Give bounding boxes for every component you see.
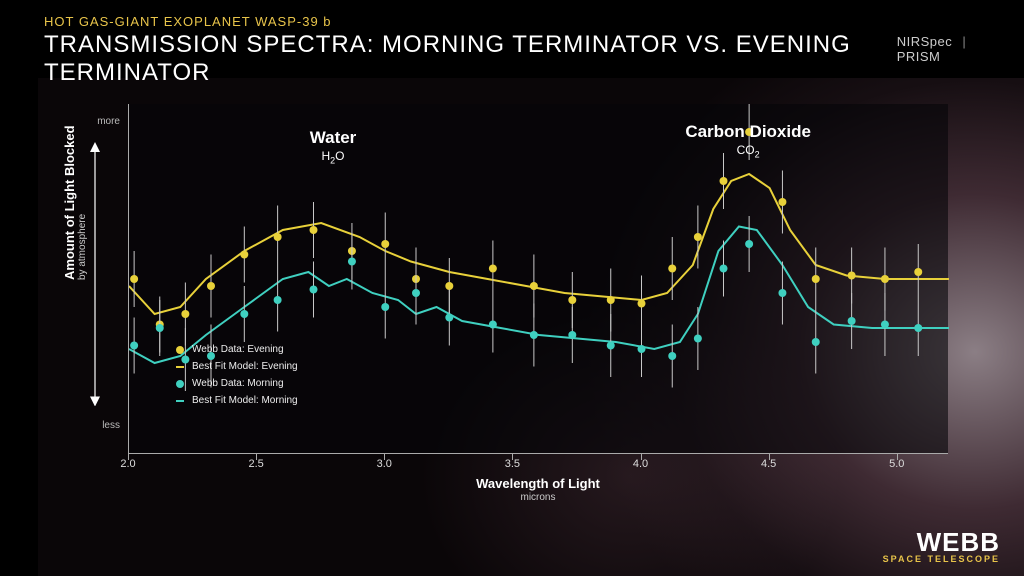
data-point-morning xyxy=(812,338,820,346)
y-tick-less: less xyxy=(90,420,120,431)
data-point-evening xyxy=(881,275,889,283)
logo-sub: SPACE TELESCOPE xyxy=(883,554,1000,564)
data-point-morning xyxy=(156,324,164,332)
x-tick-label: 3.0 xyxy=(377,458,392,470)
data-point-evening xyxy=(848,272,856,280)
data-point-evening xyxy=(668,265,676,273)
data-point-morning xyxy=(848,317,856,325)
x-tick-label: 2.0 xyxy=(120,458,135,470)
x-axis-sublabel: microns xyxy=(128,492,948,503)
legend-label: Webb Data: Evening xyxy=(192,344,284,355)
data-point-evening xyxy=(130,275,138,283)
data-point-morning xyxy=(274,296,282,304)
legend-line-icon xyxy=(176,400,184,402)
data-point-morning xyxy=(348,258,356,266)
data-point-evening xyxy=(607,296,615,304)
data-point-evening xyxy=(694,233,702,241)
data-point-morning xyxy=(310,286,318,294)
legend-marker-icon xyxy=(176,380,184,388)
legend-label: Best Fit Model: Evening xyxy=(192,361,298,372)
instrument-primary: NIRSpec xyxy=(897,34,953,49)
data-point-morning xyxy=(720,265,728,273)
data-point-evening xyxy=(445,282,453,290)
data-point-morning xyxy=(694,335,702,343)
chart-annotation: Carbon DioxideCO2 xyxy=(685,122,811,159)
data-point-morning xyxy=(745,240,753,248)
data-point-morning xyxy=(445,314,453,322)
y-axis-arrow-icon xyxy=(86,142,104,407)
data-point-evening xyxy=(812,275,820,283)
legend-item: Webb Data: Evening xyxy=(176,344,298,355)
data-point-evening xyxy=(181,310,189,318)
data-point-morning xyxy=(412,289,420,297)
data-point-evening xyxy=(310,226,318,234)
webb-logo: WEBB SPACE TELESCOPE xyxy=(883,527,1000,564)
data-point-morning xyxy=(638,345,646,353)
data-point-morning xyxy=(778,289,786,297)
x-axis-label: Wavelength of Light xyxy=(128,476,948,491)
data-point-morning xyxy=(530,331,538,339)
x-tick-label: 4.5 xyxy=(761,458,776,470)
x-tick-label: 4.0 xyxy=(633,458,648,470)
data-point-morning xyxy=(130,342,138,350)
data-point-evening xyxy=(381,240,389,248)
main-title: TRANSMISSION SPECTRA: MORNING TERMINATOR… xyxy=(44,31,897,87)
header: HOT GAS-GIANT EXOPLANET WASP-39 b TRANSM… xyxy=(44,14,1004,87)
legend-marker-icon xyxy=(176,346,184,354)
data-point-morning xyxy=(668,352,676,360)
data-point-morning xyxy=(489,321,497,329)
data-point-evening xyxy=(489,265,497,273)
data-point-evening xyxy=(530,282,538,290)
model-line-evening xyxy=(129,174,949,314)
instrument-secondary: PRISM xyxy=(897,49,941,64)
x-tick-label: 2.5 xyxy=(248,458,263,470)
data-point-evening xyxy=(240,251,248,259)
data-point-morning xyxy=(240,310,248,318)
legend-line-icon xyxy=(176,366,184,368)
data-point-evening xyxy=(207,282,215,290)
legend-label: Best Fit Model: Morning xyxy=(192,395,298,406)
data-point-morning xyxy=(607,342,615,350)
legend-item: Best Fit Model: Morning xyxy=(176,395,298,406)
y-tick-more: more xyxy=(90,116,120,127)
data-point-morning xyxy=(914,324,922,332)
subtitle: HOT GAS-GIANT EXOPLANET WASP-39 b xyxy=(44,14,897,29)
x-tick-label: 5.0 xyxy=(889,458,904,470)
legend-item: Webb Data: Morning xyxy=(176,378,298,389)
data-point-morning xyxy=(381,303,389,311)
data-point-evening xyxy=(720,177,728,185)
title-block: HOT GAS-GIANT EXOPLANET WASP-39 b TRANSM… xyxy=(44,14,897,87)
legend-item: Best Fit Model: Evening xyxy=(176,361,298,372)
data-point-morning xyxy=(881,321,889,329)
legend-label: Webb Data: Morning xyxy=(192,378,284,389)
x-tick-label: 3.5 xyxy=(505,458,520,470)
data-point-evening xyxy=(638,300,646,308)
y-axis-label: Amount of Light Blocked xyxy=(62,125,77,280)
data-point-evening xyxy=(274,233,282,241)
chart-annotation: WaterH2O xyxy=(310,128,357,165)
instrument-label: NIRSpec | PRISM xyxy=(897,34,1004,64)
data-point-evening xyxy=(568,296,576,304)
legend: Webb Data: Evening Best Fit Model: Evenin… xyxy=(176,344,298,412)
data-point-morning xyxy=(568,331,576,339)
data-point-evening xyxy=(778,198,786,206)
instrument-separator: | xyxy=(962,34,966,49)
data-point-evening xyxy=(914,268,922,276)
